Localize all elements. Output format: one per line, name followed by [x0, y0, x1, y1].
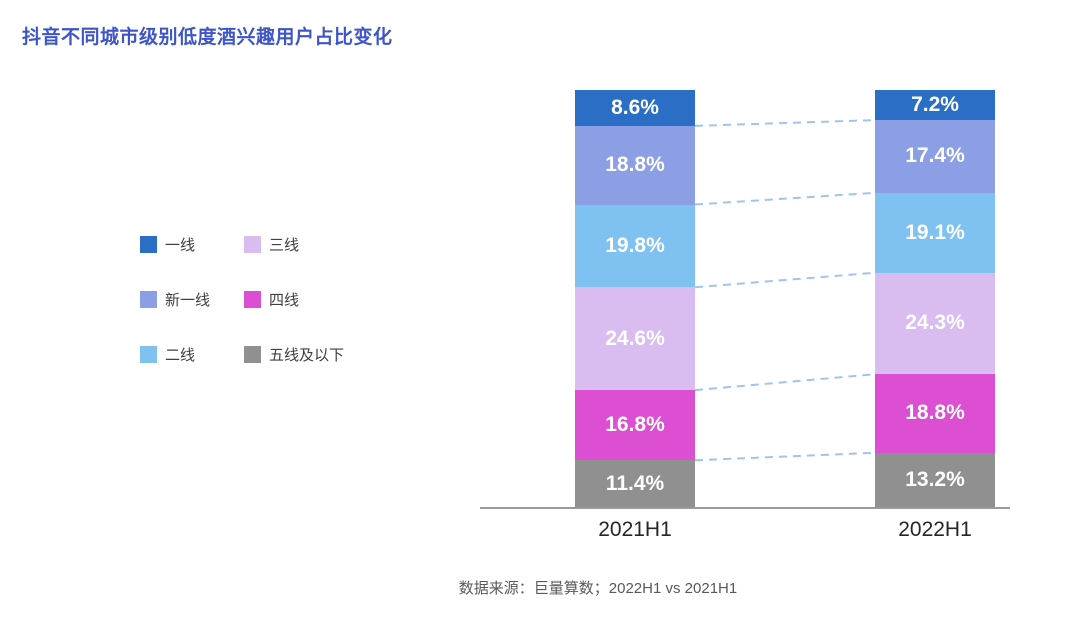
bar-segment: 24.3% — [875, 272, 995, 375]
segment-value-label: 8.6% — [611, 95, 659, 119]
connector-dashed-line — [694, 451, 876, 462]
segment-value-label: 19.8% — [605, 233, 665, 257]
segment-value-label: 24.6% — [605, 326, 665, 350]
connector-dashed-line — [694, 119, 876, 127]
segment-value-label: 17.4% — [905, 144, 965, 168]
connector-dashed-line — [694, 191, 876, 206]
segment-value-label: 7.2% — [911, 93, 959, 117]
legend-item: 新一线 — [140, 291, 211, 309]
legend-item: 三线 — [244, 236, 344, 254]
legend-swatch — [244, 291, 262, 308]
legend-label: 五线及以下 — [269, 347, 345, 364]
legend-item: 一线 — [140, 236, 210, 254]
bar-segment: 13.2% — [875, 452, 995, 508]
segment-value-label: 19.1% — [905, 220, 965, 244]
legend-swatch — [140, 291, 157, 308]
legend-item: 二线 — [140, 346, 210, 364]
source-note: 数据来源：巨量算数；2022H1 vs 2021H1 — [458, 580, 738, 597]
chart-title: 抖音不同城市级别低度酒兴趣用户占比变化 — [22, 27, 393, 48]
x-axis-label: 2022H1 — [898, 518, 972, 541]
bar-segment: 8.6% — [575, 90, 695, 126]
segment-value-label: 13.2% — [905, 468, 965, 492]
bar-segment: 7.2% — [875, 90, 995, 121]
legend-item: 四线 — [244, 291, 344, 309]
legend-label: 四线 — [269, 292, 300, 309]
bar-segment: 19.1% — [875, 192, 995, 273]
legend-label: 一线 — [165, 237, 196, 254]
bar-segment: 11.4% — [575, 460, 695, 508]
segment-value-label: 11.4% — [605, 472, 665, 496]
segment-value-label: 24.3% — [905, 311, 965, 335]
segment-value-label: 18.8% — [605, 153, 665, 177]
legend-swatch — [140, 236, 157, 253]
bar-segment: 19.8% — [575, 204, 695, 288]
legend-swatch — [244, 346, 262, 363]
legend-label: 新一线 — [165, 292, 211, 309]
x-axis-line — [480, 507, 1010, 509]
legend-swatch — [140, 346, 157, 363]
segment-value-label: 16.8% — [605, 413, 665, 437]
bar-segment: 16.8% — [575, 390, 695, 461]
legend-label: 三线 — [269, 237, 300, 254]
stacked-bar-2021H1: 8.6% 18.8% 19.8% 24.6% 16.8% 11.4% — [575, 90, 695, 508]
bar-segment: 24.6% — [575, 287, 695, 391]
connector-dashed-line — [694, 271, 876, 289]
legend-swatch — [244, 236, 262, 253]
bar-segment: 18.8% — [875, 374, 995, 453]
legend-label: 二线 — [165, 347, 196, 364]
segment-value-label: 18.8% — [905, 401, 965, 425]
legend-item: 五线及以下 — [244, 346, 345, 364]
stacked-bar-2022H1: 7.2% 17.4% 19.1% 24.3% 18.8% 13.2% — [875, 90, 995, 508]
bar-segment: 17.4% — [875, 120, 995, 193]
connector-dashed-line — [694, 373, 876, 392]
bar-segment: 18.8% — [575, 125, 695, 205]
x-axis-label: 2021H1 — [598, 518, 672, 541]
legend: 一线新一线二线 三线四线五线及以下 — [140, 236, 345, 364]
